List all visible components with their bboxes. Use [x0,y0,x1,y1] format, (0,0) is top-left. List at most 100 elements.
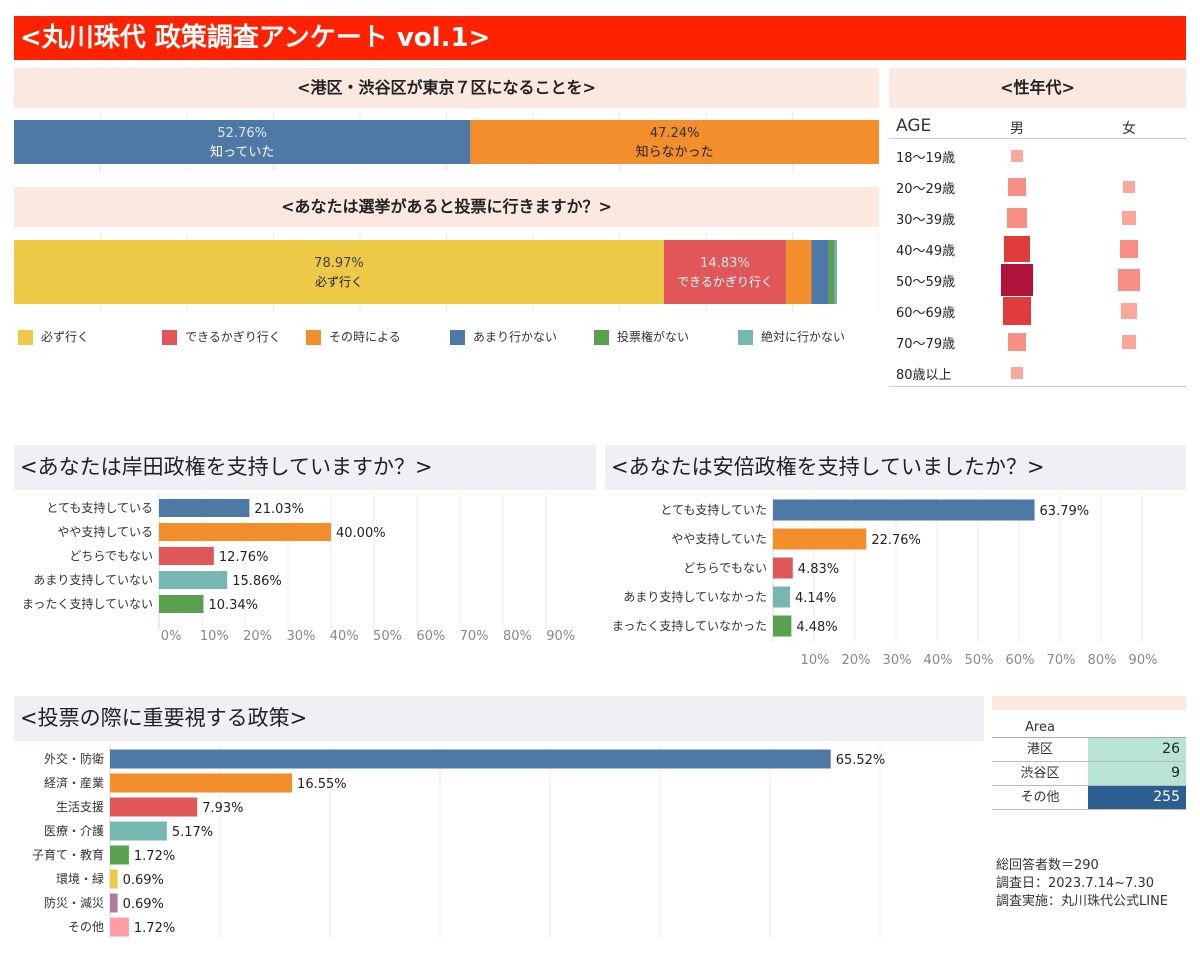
bar [159,547,214,565]
legend-label: 絶対に行かない [761,330,846,344]
age-header-divider [889,138,1186,139]
q2-bar-segment [785,240,812,304]
bar [159,595,204,613]
bar [159,523,331,541]
age-count-square [1007,177,1027,197]
area-row-label: 渋谷区 [1020,766,1060,781]
axis-tick-label: 10% [200,629,229,644]
bar-value-label: 0.69% [123,873,164,888]
bar-value-label: 40.00% [336,526,386,541]
bar [110,917,129,937]
bar-category-label: あまり支持していない [33,572,153,587]
dashboard-title: <丸川珠代 政策調査アンケート vol.1> [14,16,1186,60]
age-count-square [1007,332,1027,352]
age-row-label: 80歳以上 [896,368,952,383]
q1-segment-pct: 47.24% [650,126,700,141]
legend-swatch [450,330,465,345]
bar-value-label: 65.52% [836,753,886,768]
bar-value-label: 4.48% [796,620,837,635]
legend-swatch [594,330,609,345]
q5-title: <投票の際に重要視する政策> [14,696,984,741]
area-row-divider [992,761,1186,762]
q1-segment-pct: 52.76% [217,126,267,141]
age-count-square [1006,207,1028,229]
q2-bar-segment [828,240,835,304]
area-row-value: 26 [1088,738,1186,761]
legend-label: 必ず行く [41,330,90,344]
age-row-label: 20〜29歳 [896,182,956,197]
area-header-band [992,696,1186,710]
bar [110,773,293,793]
legend-swatch [738,330,753,345]
age-count-square [1119,239,1139,259]
bar-category-label: まったく支持していなかった [612,618,767,633]
bar-value-label: 0.69% [123,897,164,912]
age-count-square [1011,367,1023,379]
q5-bar-chart: 外交・防衛 65.52% 経済・産業 16.55% 生活支援 7.93% 医療・介護 5.17… [32,746,886,938]
legend-item: できるかぎり行く [162,329,281,345]
q1-segment-label: 知っていた [210,144,274,160]
bar-category-label: どちらでもない [69,549,153,563]
bar [110,845,129,865]
age-row-label: 70〜79歳 [896,337,956,352]
q2-bar-segment [14,240,664,304]
survey-date: 調査日：2023.7.14~7.30 [996,876,1154,891]
q2-stacked-bar-chart: 78.97% 必ず行く 14.83% できるかぎり行く [14,232,879,312]
age-column-header: AGE [896,116,932,136]
bar-category-label: あまり支持していなかった [623,589,767,604]
female-column-header: 女 [1122,121,1136,137]
bar [110,797,198,817]
q1-bar-segment [14,120,471,164]
axis-tick-label: 60% [416,629,445,644]
q4-bar-chart: とても支持していた 63.79% やや支持していた 22.76% どちらでもない 4.83… [612,494,1158,668]
axis-tick-label: 80% [1088,653,1117,668]
bar [773,528,867,550]
q3-bar-chart: とても支持している 21.03% やや支持している 40.00% どちらでもない 12.7… [22,494,575,644]
q2-bar-segment [663,240,786,304]
bar-value-label: 22.76% [871,533,921,548]
age-row-label: 18〜19歳 [896,151,956,166]
legend-label: できるかぎり行く [185,330,281,344]
age-row-label: 40〜49歳 [896,244,956,259]
age-count-square [1121,334,1137,350]
age-count-square [1120,302,1138,320]
area-row-value: 255 [1088,786,1186,809]
bar [159,499,250,517]
axis-tick-label: 90% [1129,653,1158,668]
axis-tick-label: 30% [286,629,315,644]
age-row-label: 60〜69歳 [896,306,956,321]
area-row-label: その他 [1020,790,1060,805]
bar-value-label: 63.79% [1040,504,1090,519]
bar-value-label: 4.83% [798,562,839,577]
q2-segment-pct: 78.97% [314,256,364,271]
q2-title: <あなたは選挙があると投票に行きますか？> [14,187,879,227]
q3-title: <あなたは岸田政権を支持していますか？> [14,445,596,490]
male-column-header: 男 [1010,121,1024,137]
axis-tick-label: 10% [801,653,830,668]
bar-category-label: 環境・緑 [56,871,104,886]
area-row-divider [992,809,1186,810]
q1-bar-segment [470,120,879,164]
age-row-label: 50〜59歳 [896,275,956,290]
legend-item: その時による [306,329,401,345]
axis-tick-label: 70% [1047,653,1076,668]
bar [773,586,790,608]
q1-title: <港区・渋谷区が東京７区になることを> [14,68,879,108]
bar-category-label: とても支持している [46,500,153,515]
legend-label: その時による [329,330,401,344]
bar [110,749,831,769]
q2-bar-segment [834,240,837,304]
area-row-divider [992,785,1186,786]
bar [773,499,1035,521]
bar [159,571,228,589]
bar-category-label: まったく支持していない [22,596,153,611]
legend-swatch [306,330,321,345]
axis-tick-label: 40% [330,629,359,644]
bar [773,615,792,637]
area-header: Area [1025,720,1055,735]
age-count-square [1011,150,1023,162]
bar-category-label: その他 [68,920,104,934]
bar-category-label: 経済・産業 [44,775,104,790]
area-row-value: 9 [1088,762,1186,785]
q1-segment-label: 知らなかった [636,144,714,160]
